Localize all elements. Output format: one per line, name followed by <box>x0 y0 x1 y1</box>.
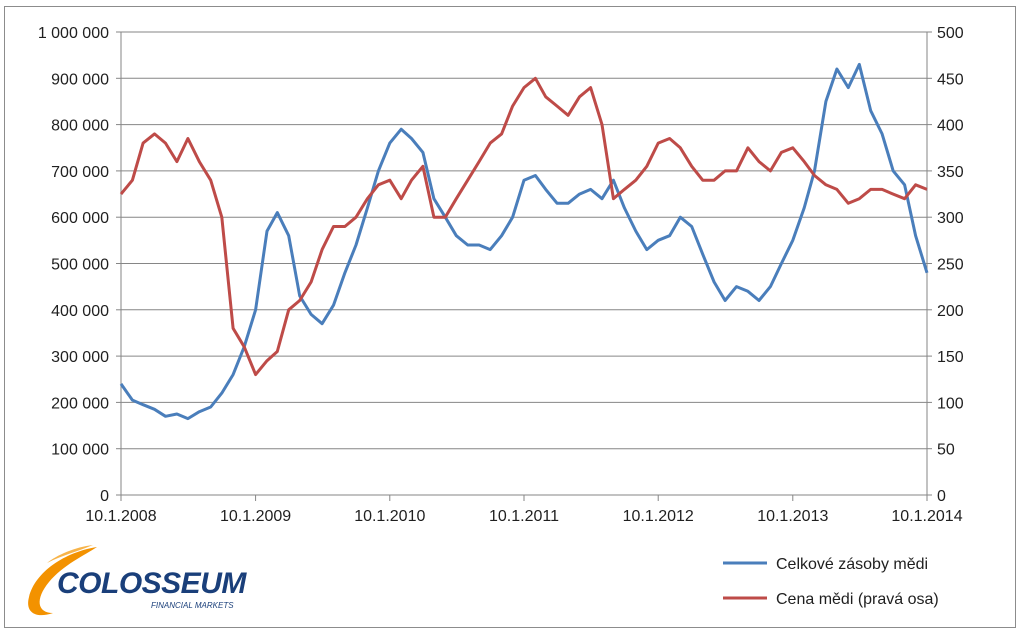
series-line-stocks <box>119 62 929 421</box>
right-tick-label: 50 <box>937 442 955 459</box>
chart: 0 100 000 200 000 300 000 400 000 500 000 600 … <box>28 25 964 616</box>
left-tick-label: 0 <box>100 488 109 505</box>
left-tick-label: 900 000 <box>51 71 109 88</box>
legend-label-price: Cena mědi (pravá osa) <box>776 591 939 608</box>
right-axis-ticks: 0 50 100 150 200 250 300 350 400 450 500 <box>927 25 964 505</box>
left-tick-label: 300 000 <box>51 349 109 366</box>
x-tick-label: 10.1.2014 <box>891 508 962 525</box>
chart-frame: 0 100 000 200 000 300 000 400 000 500 000 600 … <box>4 6 1016 628</box>
right-tick-label: 500 <box>937 25 964 42</box>
series-group <box>119 62 929 421</box>
left-tick-label: 700 000 <box>51 164 109 181</box>
right-tick-label: 350 <box>937 164 964 181</box>
x-axis-ticks: 10.1.2008 10.1.2009 10.1.2010 10.1.2011 10.1… <box>85 495 963 525</box>
left-tick-label: 100 000 <box>51 442 109 459</box>
x-tick-label: 10.1.2011 <box>489 508 559 525</box>
logo-swoosh-highlight-icon <box>47 545 93 563</box>
left-tick-label: 800 000 <box>51 118 109 135</box>
right-tick-label: 0 <box>937 488 946 505</box>
legend: Celkové zásoby mědi Cena mědi (pravá osa… <box>723 556 939 608</box>
right-tick-label: 200 <box>937 303 964 320</box>
logo-tagline: FINANCIAL MARKETS <box>151 601 234 610</box>
left-tick-label: 1 000 000 <box>38 25 109 42</box>
x-tick-label: 10.1.2013 <box>757 508 828 525</box>
right-tick-label: 450 <box>937 71 964 88</box>
logo-swoosh-icon <box>28 547 97 616</box>
x-tick-label: 10.1.2008 <box>85 508 156 525</box>
x-tick-label: 10.1.2010 <box>354 508 425 525</box>
left-tick-label: 600 000 <box>51 210 109 227</box>
left-tick-label: 200 000 <box>51 395 109 412</box>
right-tick-label: 250 <box>937 257 964 274</box>
x-tick-label: 10.1.2012 <box>623 508 694 525</box>
left-tick-label: 400 000 <box>51 303 109 320</box>
right-tick-label: 400 <box>937 118 964 135</box>
logo-wordmark: COLOSSEUM <box>57 567 247 600</box>
left-axis-ticks: 0 100 000 200 000 300 000 400 000 500 000 600 … <box>38 25 121 505</box>
legend-label-stocks: Celkové zásoby mědi <box>776 556 928 573</box>
right-tick-label: 100 <box>937 395 964 412</box>
right-tick-label: 300 <box>937 210 964 227</box>
grid <box>121 31 927 450</box>
x-tick-label: 10.1.2009 <box>220 508 291 525</box>
series-line-price <box>119 76 928 377</box>
right-tick-label: 150 <box>937 349 964 366</box>
left-tick-label: 500 000 <box>51 257 109 274</box>
colosseum-logo: COLOSSEUM FINANCIAL MARKETS <box>28 545 248 616</box>
